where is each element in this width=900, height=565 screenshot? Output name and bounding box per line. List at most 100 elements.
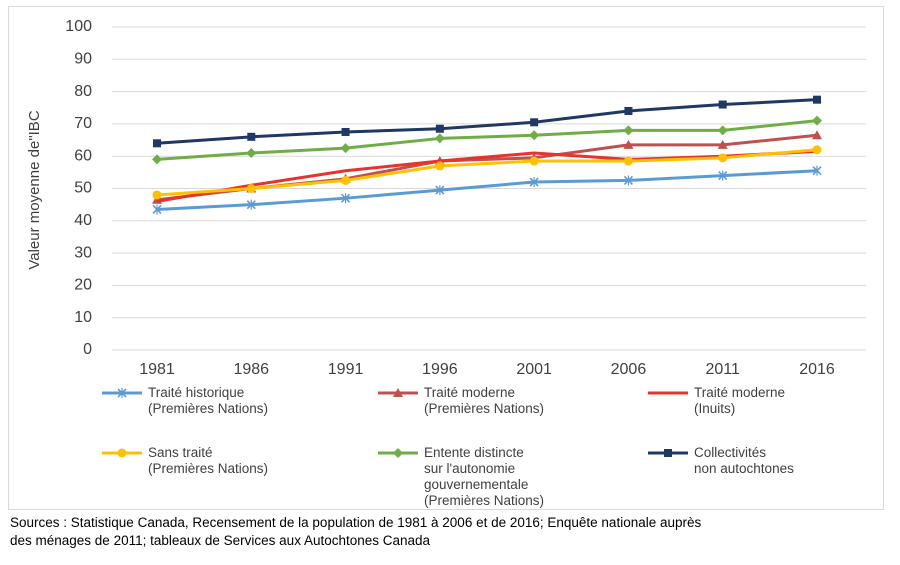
source-line-2: des ménages de 2011; tableaux de Service…	[10, 533, 431, 548]
data-point	[717, 125, 728, 136]
data-point	[246, 199, 256, 210]
legend-label-line: (Premières Nations)	[148, 461, 269, 476]
legend-label: Sans traité (Premières Nations)	[148, 445, 348, 477]
series-line	[156, 98, 818, 145]
series-line	[156, 169, 818, 211]
legend-swatch	[648, 391, 688, 395]
source-note: Sources : Statistique Canada, Recensemen…	[10, 514, 890, 550]
legend-label-line: Collectivités	[694, 445, 767, 460]
legend-label: Entente distincte sur l'autonomie gouverne…	[424, 445, 624, 509]
legend-label-line: Traité moderne	[694, 385, 786, 400]
legend-label: Traité historique (Premières Nations)	[148, 385, 348, 417]
legend-swatch	[648, 449, 688, 457]
data-point	[434, 133, 445, 144]
data-point	[153, 139, 161, 148]
chart-frame	[8, 6, 884, 510]
y-tick-label: 30	[74, 244, 92, 261]
data-point	[812, 115, 822, 126]
y-tick-label: 60	[74, 147, 92, 164]
y-tick-label: 10	[74, 309, 92, 326]
legend-swatch	[102, 448, 142, 458]
series-line	[156, 149, 818, 203]
data-point	[717, 139, 728, 149]
legend-label: Traité moderne (Premières Nations)	[424, 385, 624, 417]
data-point	[246, 184, 256, 193]
data-point	[152, 190, 162, 200]
x-tick-label: 1986	[233, 361, 269, 378]
x-tick-label: 2016	[799, 361, 835, 378]
legend-label-line: gouvernementale	[424, 477, 529, 492]
x-tick-label: 1996	[422, 361, 458, 378]
data-point	[812, 145, 822, 155]
x-tick-label: 2001	[516, 361, 552, 378]
data-point	[247, 132, 256, 141]
legend-label-line: Traité moderne	[424, 385, 516, 400]
y-tick-label: 0	[83, 341, 92, 358]
data-point	[813, 95, 821, 104]
legend-label-line: (Premières Nations)	[424, 493, 545, 508]
legend-label-line: Traité historique	[148, 385, 245, 400]
data-point	[530, 118, 539, 127]
data-point	[529, 156, 539, 166]
gridlines	[112, 26, 866, 351]
legend-label: Collectivités non autochtones	[694, 445, 894, 477]
source-line-1: Sources : Statistique Canada, Recensemen…	[10, 515, 702, 530]
x-tick-label: 2006	[611, 361, 647, 378]
series-layer	[152, 95, 822, 215]
legend-label-line: Entente distincte	[424, 445, 524, 460]
data-point	[623, 156, 633, 166]
x-tick-label: 1981	[139, 361, 175, 378]
y-axis-label-box: Valeur moyenne de"IBC	[26, 110, 43, 269]
x-tick-label: 1991	[328, 361, 364, 378]
y-tick-label: 100	[65, 18, 92, 35]
series-3	[156, 149, 818, 203]
x-tick-label: 2011	[706, 361, 741, 378]
data-point	[152, 204, 162, 215]
data-point	[812, 165, 822, 176]
y-tick-label: 70	[74, 115, 92, 132]
legend-marker	[393, 448, 403, 458]
data-point	[623, 175, 633, 186]
series-line	[156, 119, 818, 161]
data-point	[341, 175, 351, 185]
series-4	[152, 145, 822, 200]
legend-label-line: Sans traité	[148, 445, 213, 460]
data-point	[812, 130, 822, 140]
y-axis-ticks: 0 10 20 30 40 50 60 70 80 90 100	[65, 18, 92, 358]
series-6	[153, 95, 821, 148]
data-point	[435, 161, 445, 171]
data-point	[435, 185, 445, 196]
legend-swatch	[378, 448, 418, 458]
legend-label: Traité moderne (Inuits)	[694, 385, 894, 417]
legend-swatch	[378, 388, 418, 397]
data-point	[340, 143, 351, 154]
legend-marker	[117, 448, 127, 458]
legend-marker	[393, 388, 403, 397]
data-point	[718, 100, 727, 109]
data-point	[246, 147, 257, 158]
legend-label-line: (Premières Nations)	[148, 401, 269, 416]
line-chart: 0 10 20 30 40 50 60 70 80 90 100 1981 1986 1991 1996 2…	[65, 18, 866, 378]
y-tick-label: 80	[74, 83, 92, 100]
legend-swatch	[102, 388, 142, 398]
series-1	[152, 165, 822, 215]
legend-label-line: non autochtones	[694, 461, 794, 476]
y-tick-label: 90	[74, 51, 92, 68]
series-5	[152, 115, 822, 165]
x-axis-ticks: 1981 1986 1991 1996 2001 2006 2011 2016	[139, 361, 835, 378]
data-point	[341, 127, 350, 136]
series-line	[156, 148, 818, 197]
data-point	[529, 130, 540, 141]
series-line	[156, 133, 818, 202]
legend-label-line: (Premières Nations)	[424, 401, 545, 416]
data-point	[152, 154, 162, 165]
data-point	[341, 193, 351, 204]
data-point	[718, 170, 728, 181]
y-tick-label: 50	[74, 180, 92, 197]
data-point	[623, 125, 634, 136]
legend-marker	[664, 449, 672, 457]
legend-label-line: sur l'autonomie	[424, 461, 516, 476]
y-tick-label: 40	[74, 212, 92, 229]
legend-marker	[117, 388, 127, 398]
y-axis-label: Valeur moyenne de"IBC	[26, 110, 43, 269]
